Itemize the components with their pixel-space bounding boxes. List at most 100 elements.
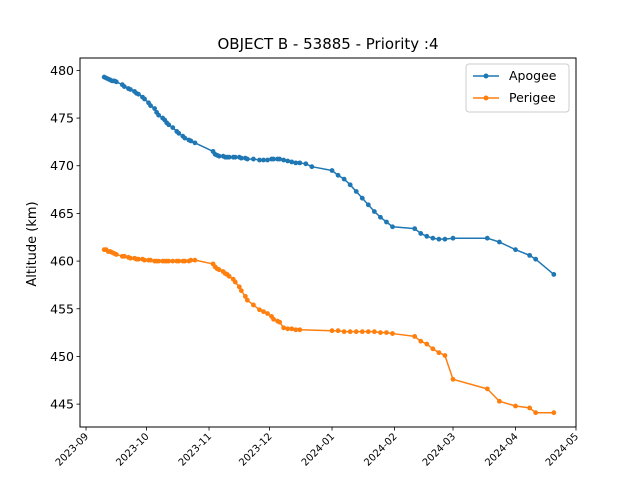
data-point-perigee	[156, 258, 162, 264]
data-point-perigee	[484, 386, 490, 392]
data-point-perigee	[238, 288, 244, 294]
data-point-apogee	[513, 247, 518, 253]
data-point-apogee	[244, 156, 250, 162]
data-point-apogee	[424, 233, 430, 239]
data-point-perigee	[384, 330, 389, 336]
data-point-perigee	[261, 309, 266, 315]
data-point-apogee	[297, 160, 303, 166]
data-point-apogee	[309, 164, 315, 170]
data-point-perigee	[378, 330, 383, 336]
data-point-perigee	[188, 257, 194, 263]
y-tick-label: 480	[50, 63, 74, 78]
data-point-apogee	[329, 168, 335, 173]
plot-frame	[79, 57, 577, 428]
data-point-perigee	[142, 257, 147, 263]
data-point-apogee	[442, 236, 448, 242]
data-point-perigee	[121, 253, 127, 259]
data-point-perigee	[347, 329, 353, 335]
y-tick-label: 465	[50, 206, 74, 221]
data-point-apogee	[293, 160, 299, 166]
data-point-apogee	[303, 161, 309, 167]
data-point-apogee	[450, 235, 456, 241]
data-point-perigee	[450, 376, 456, 382]
data-point-perigee	[335, 328, 341, 334]
data-point-perigee	[371, 329, 377, 335]
data-point-apogee	[384, 219, 389, 225]
data-point-perigee	[353, 329, 359, 335]
y-tick-label: 475	[50, 111, 74, 126]
y-axis-label: Altitude (km)	[25, 201, 40, 286]
data-point-apogee	[496, 239, 502, 245]
data-point-perigee	[216, 267, 222, 273]
data-point-apogee	[533, 256, 539, 262]
data-point-perigee	[329, 328, 335, 334]
data-point-perigee	[527, 405, 533, 411]
data-point-perigee	[226, 273, 232, 279]
data-point-perigee	[182, 258, 188, 264]
data-point-apogee	[271, 156, 276, 162]
data-point-apogee	[436, 236, 442, 242]
data-point-apogee	[347, 182, 353, 188]
data-point-apogee	[238, 155, 244, 161]
data-point-perigee	[236, 284, 242, 290]
y-tick-label: 445	[50, 397, 74, 412]
data-point-perigee	[289, 326, 295, 332]
data-point-perigee	[128, 255, 133, 261]
data-point-apogee	[226, 154, 232, 160]
y-tick-label: 460	[50, 254, 74, 269]
data-point-apogee	[166, 122, 172, 128]
data-point-apogee	[277, 156, 283, 162]
data-point-apogee	[412, 226, 418, 232]
data-point-apogee	[353, 189, 359, 194]
data-point-perigee	[390, 331, 395, 336]
data-point-perigee	[442, 353, 448, 358]
data-point-apogee	[232, 154, 238, 160]
data-point-apogee	[182, 135, 188, 141]
data-point-apogee	[378, 214, 383, 220]
data-point-apogee	[289, 159, 295, 165]
data-point-perigee	[257, 307, 262, 313]
data-point-perigee	[418, 338, 424, 344]
data-point-perigee	[551, 410, 557, 416]
data-point-apogee	[335, 172, 341, 178]
data-point-apogee	[216, 153, 222, 159]
data-point-apogee	[257, 157, 262, 163]
data-point-perigee	[192, 257, 198, 263]
data-point-apogee	[136, 91, 141, 97]
data-point-apogee	[176, 130, 182, 136]
data-point-apogee	[390, 224, 395, 230]
data-point-apogee	[418, 231, 424, 236]
legend: Apogee Perigee	[465, 63, 570, 113]
data-point-apogee	[430, 235, 436, 241]
y-tick-label: 450	[50, 349, 74, 364]
data-point-perigee	[242, 293, 248, 299]
data-point-apogee	[113, 79, 119, 85]
data-point-perigee	[250, 302, 256, 308]
data-point-perigee	[244, 297, 250, 303]
data-point-perigee	[265, 311, 270, 316]
data-point-apogee	[142, 96, 147, 102]
legend-label-apogee: Apogee	[509, 68, 557, 83]
data-point-apogee	[281, 157, 287, 163]
y-tick-label: 470	[50, 158, 74, 173]
data-point-apogee	[152, 106, 158, 111]
data-point-perigee	[533, 410, 539, 416]
legend-marker-perigee	[483, 95, 489, 101]
data-point-perigee	[297, 327, 303, 333]
data-point-apogee	[484, 235, 490, 241]
data-point-apogee	[121, 84, 127, 90]
data-point-apogee	[156, 112, 162, 118]
data-point-perigee	[136, 256, 141, 262]
data-point-perigee	[365, 329, 371, 335]
y-tick-label: 455	[50, 301, 74, 316]
data-point-perigee	[113, 252, 119, 257]
data-point-apogee	[371, 209, 377, 214]
data-point-perigee	[277, 319, 283, 325]
data-point-apogee	[170, 125, 176, 131]
data-point-perigee	[170, 258, 176, 264]
data-point-perigee	[430, 346, 436, 352]
data-point-apogee	[261, 157, 266, 163]
data-point-apogee	[128, 87, 133, 92]
data-point-apogee	[551, 272, 557, 277]
data-point-perigee	[513, 403, 518, 409]
